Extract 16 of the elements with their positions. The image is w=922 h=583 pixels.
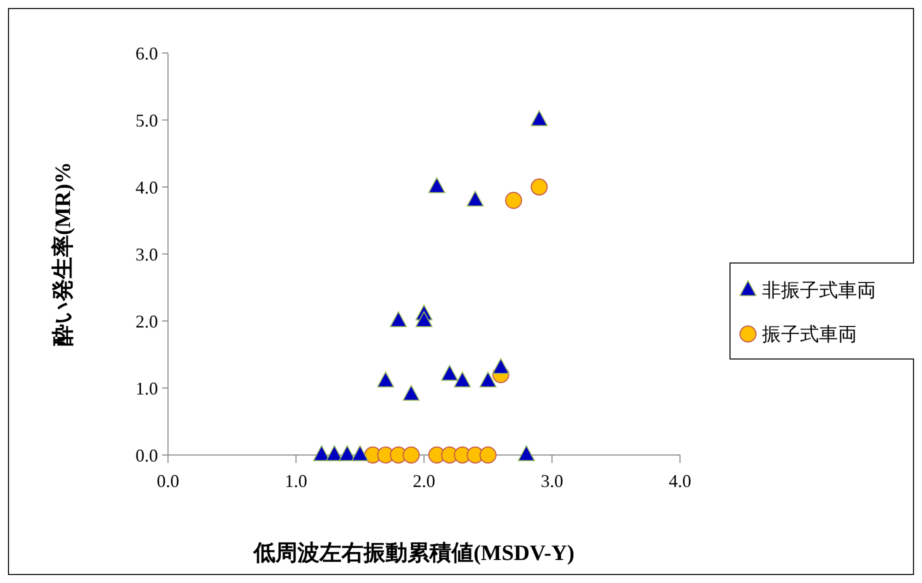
y-axis-title: 酔い発生率(MR)% [50, 162, 75, 346]
y-tick-label: 4.0 [136, 177, 158, 198]
y-tick-label: 5.0 [136, 110, 158, 130]
x-tick-label: 2.0 [412, 471, 436, 491]
x-axis-title: 低周波左右振動累積値(MSDV-Y) [252, 540, 575, 565]
x-tick-label: 4.0 [668, 471, 692, 491]
x-tick-label: 0.0 [156, 471, 180, 491]
y-tick-label: 0.0 [136, 445, 158, 466]
y-tick-label: 2.0 [136, 311, 158, 332]
x-tick-label: 3.0 [540, 471, 564, 491]
x-tick-label: 1.0 [284, 471, 308, 491]
legend-label: 振子式車両 [762, 324, 857, 346]
y-tick-label: 6.0 [136, 43, 158, 64]
y-tick-label: 1.0 [136, 378, 158, 398]
y-tick-label: 3.0 [136, 244, 158, 264]
legend-label: 非振子式車両 [762, 280, 876, 302]
